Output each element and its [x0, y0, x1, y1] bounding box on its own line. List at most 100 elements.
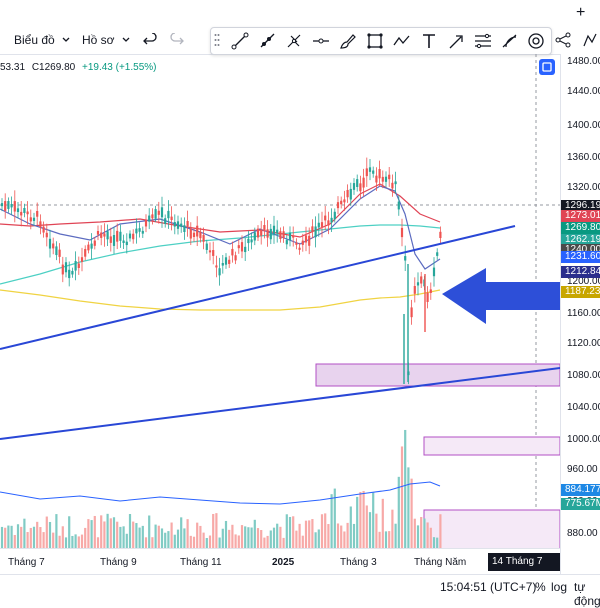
- candle-body: [183, 225, 186, 233]
- candle-body: [439, 231, 442, 239]
- price-tag: 1187.23: [561, 286, 600, 298]
- candle-body: [324, 215, 327, 221]
- percent-toggle[interactable]: %: [535, 580, 546, 594]
- candle-body: [16, 208, 20, 213]
- volume-zone-upper[interactable]: [423, 436, 561, 456]
- legend-close-value: 1269.80: [39, 62, 76, 73]
- volume-bar: [234, 534, 237, 548]
- candle-body: [189, 228, 192, 239]
- time-label: Tháng 9: [100, 557, 137, 568]
- volume-bar: [295, 530, 298, 548]
- volume-bar: [381, 498, 384, 548]
- clock-display[interactable]: 15:04:51 (UTC+7): [440, 580, 537, 594]
- candle-body: [52, 243, 55, 249]
- upper-trend-line[interactable]: [0, 225, 516, 350]
- chart-canvas[interactable]: [0, 54, 561, 574]
- rectangle-icon[interactable]: [366, 32, 384, 50]
- volume-bar: [4, 527, 7, 548]
- chart-menu-button[interactable]: Biểu đồ: [14, 30, 71, 50]
- candle-body: [112, 235, 116, 246]
- time-cursor-label: 14 Tháng 7 '25: [488, 553, 560, 585]
- settings-circle-icon[interactable]: [527, 32, 545, 50]
- add-tab-button[interactable]: +: [576, 4, 586, 21]
- candle-body: [144, 219, 148, 227]
- horizontal-line-icon[interactable]: [312, 32, 330, 50]
- redo-icon[interactable]: [170, 33, 184, 47]
- volume-bar: [176, 529, 180, 548]
- profile-menu-button[interactable]: Hồ sơ: [82, 30, 131, 50]
- undo-icon[interactable]: [143, 33, 157, 47]
- candle-body: [176, 221, 180, 229]
- volume-zone-lower[interactable]: [423, 509, 561, 551]
- candle-body: [61, 264, 64, 275]
- volume-bars: [0, 429, 442, 548]
- ray-icon[interactable]: [258, 32, 276, 50]
- candle-body: [135, 228, 138, 234]
- chart-menu-label: Biểu đồ: [14, 33, 55, 47]
- more-options-icon[interactable]: [582, 32, 598, 48]
- arrow-marker-icon[interactable]: [447, 32, 465, 50]
- candle-body: [116, 230, 119, 242]
- price-axis[interactable]: 1480.001440.001400.001360.001320.001280.…: [560, 54, 600, 574]
- arc-icon[interactable]: [501, 32, 519, 50]
- volume-bar: [282, 537, 285, 548]
- auto-scale-button[interactable]: [539, 59, 555, 75]
- volume-bar: [266, 535, 269, 548]
- volume-bar: [106, 513, 109, 548]
- lower-trend-line[interactable]: [0, 367, 561, 440]
- candle-body: [285, 240, 288, 245]
- fib-retracement-icon[interactable]: [474, 32, 492, 50]
- candle-body: [356, 179, 359, 187]
- volume-bar: [183, 528, 186, 548]
- volume-bar: [410, 478, 413, 548]
- candle-body: [266, 229, 269, 238]
- time-label: Tháng Năm: [414, 557, 467, 568]
- drawing-toolbar: [210, 27, 552, 55]
- pitchfork-icon[interactable]: [285, 32, 303, 50]
- volume-bar: [256, 528, 260, 548]
- volume-bar: [52, 532, 55, 548]
- price-tick: 1040.00: [567, 402, 600, 413]
- candle-body: [170, 216, 173, 221]
- candle-body: [375, 175, 378, 183]
- candle-body: [23, 207, 26, 213]
- candle-body: [90, 243, 93, 249]
- volume-bar: [416, 525, 420, 548]
- drag-handle-icon[interactable]: [214, 32, 220, 48]
- candle-body: [128, 233, 132, 239]
- candle-body: [228, 259, 231, 264]
- brush-icon[interactable]: [339, 32, 357, 50]
- volume-bar: [55, 514, 58, 548]
- annotation-arrow[interactable]: [442, 268, 560, 324]
- candle-body: [343, 199, 346, 203]
- price-tick: 1360.00: [567, 152, 600, 163]
- candle-body: [77, 263, 80, 268]
- text-icon[interactable]: [420, 32, 438, 50]
- volume-bar: [317, 529, 320, 548]
- candle-body: [279, 231, 282, 239]
- candle-body: [272, 225, 276, 234]
- candle-body: [151, 214, 154, 219]
- volume-bar: [244, 526, 247, 548]
- auto-toggle[interactable]: tự động: [574, 580, 600, 608]
- log-toggle[interactable]: log: [551, 580, 568, 594]
- path-icon[interactable]: [393, 32, 411, 50]
- volume-bar: [192, 536, 196, 548]
- volume-bar: [157, 525, 160, 548]
- candle-body: [308, 235, 311, 246]
- candle-body: [256, 228, 260, 238]
- trend-line-icon[interactable]: [231, 32, 249, 50]
- price-chart[interactable]: 53.31 C1269.80 +19.43 (+1.55%): [0, 54, 561, 574]
- volume-bar: [253, 519, 256, 548]
- volume-bar: [388, 531, 391, 548]
- volume-bar: [288, 516, 292, 548]
- candle-body: [132, 233, 135, 240]
- candle-body: [365, 168, 368, 177]
- volume-bar: [0, 526, 4, 548]
- volume-bar: [151, 537, 154, 548]
- share-icon[interactable]: [555, 32, 571, 48]
- candle-body: [253, 232, 256, 241]
- price-tick: 1000.00: [567, 434, 600, 445]
- volume-bar: [148, 515, 151, 548]
- time-axis[interactable]: Tháng 7 Tháng 9 Tháng 11 2025 Tháng 3 Th…: [0, 548, 560, 585]
